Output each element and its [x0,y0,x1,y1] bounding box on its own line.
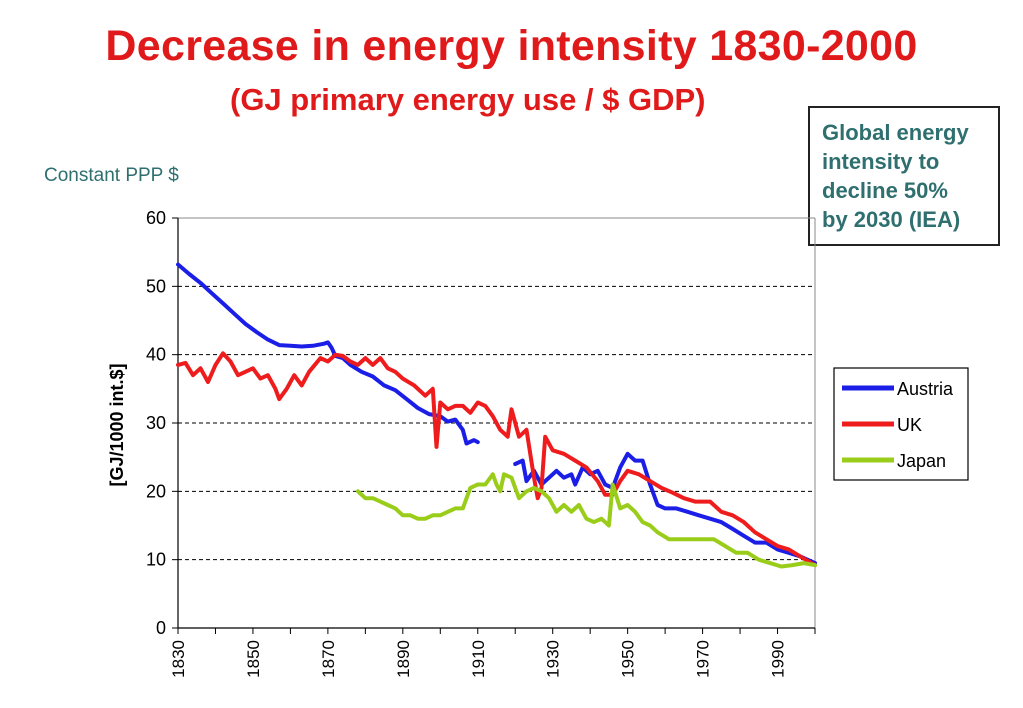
y-tick-label: 10 [146,550,166,570]
x-tick-label: 1990 [769,640,788,678]
chart-legend: Austria UK Japan [833,367,969,481]
x-tick-label: 1830 [169,640,188,678]
y-tick-label: 30 [146,413,166,433]
legend-label-austria: Austria [897,379,954,399]
y-axis-label: [GJ/1000 int.$] [107,363,127,486]
series-line-austria [513,451,817,566]
series-line-japan [355,472,817,569]
chart-axes: 0 10 20 30 40 50 60 1830 1850 1870 1890 1910 1930 195… [146,208,816,678]
x-tick-label: 1930 [544,640,563,678]
currency-note: Constant PPP $ [44,165,179,186]
x-tick-label: 1950 [619,640,638,678]
legend-label-uk: UK [897,415,922,435]
legend-label-japan: Japan [897,451,946,471]
x-tick-label: 1850 [244,640,263,678]
y-tick-label: 50 [146,276,166,296]
series-line-uk [176,351,817,568]
y-tick-label: 0 [156,618,166,638]
y-tick-label: 40 [146,345,166,365]
callout-line: by 2030 (IEA) [822,207,961,232]
callout-line: Global energy [822,120,969,145]
x-tick-label: 1970 [694,640,713,678]
x-tick-label: 1890 [394,640,413,678]
chart-title: Decrease in energy intensity 1830-2000 [105,22,918,70]
x-tick-label: 1910 [469,640,488,678]
y-tick-label: 20 [146,481,166,501]
x-tick-label: 1870 [319,640,338,678]
callout-line: decline 50% [822,178,948,203]
chart-grid [178,285,815,561]
chart-series [176,262,817,569]
y-tick-label: 60 [146,208,166,228]
iea-callout-box: Global energy intensity to decline 50% b… [808,106,1000,246]
callout-line: intensity to [822,149,940,174]
chart-subtitle: (GJ primary energy use / $ GDP) [230,82,706,117]
